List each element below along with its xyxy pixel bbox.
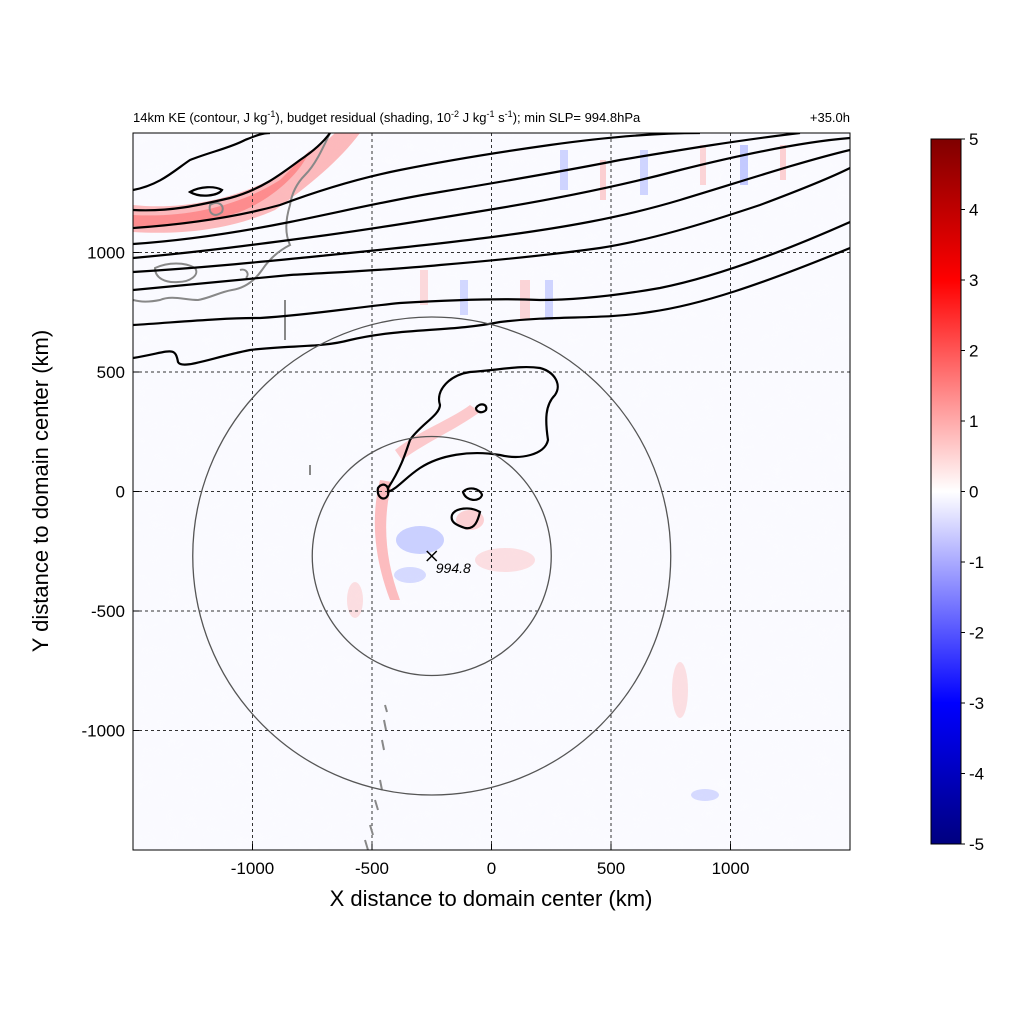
colorbar-tick-label: 4 <box>969 201 978 220</box>
range-circles <box>192 316 672 796</box>
range-circle <box>192 316 672 796</box>
ke-contour-storm <box>386 365 559 494</box>
storm-marker-stroke <box>426 550 438 562</box>
colorbar-tick-label: -3 <box>969 694 984 713</box>
x-ticks: -1000 -500 0 500 1000 <box>231 844 750 878</box>
x-tick-label: 1000 <box>712 859 750 878</box>
range-circle <box>311 435 552 677</box>
colorbar-tick-label: 5 <box>969 130 978 149</box>
min-slp-label: 994.8 <box>436 560 471 576</box>
y-axis-label: Y distance to domain center (km) <box>28 330 53 652</box>
shading-layer <box>133 133 850 850</box>
colorbar-tick-label: 3 <box>969 271 978 290</box>
residual-positive-streak <box>133 133 360 233</box>
y-tick-label: 0 <box>116 483 125 502</box>
x-tick-label: 0 <box>487 859 496 878</box>
y-tick-label: -500 <box>91 602 125 621</box>
x-tick-label: -500 <box>355 859 389 878</box>
colorbar-tick-label: -4 <box>969 765 984 784</box>
colorbar-tick-label: -2 <box>969 624 984 643</box>
y-ticks: 1000 500 0 -500 -1000 <box>82 244 139 741</box>
y-tick-label: -1000 <box>82 722 125 741</box>
colorbar <box>930 138 962 845</box>
colorbar-ticks: 5 4 3 2 1 0 -1 -2 -3 -4 -5 <box>961 130 984 854</box>
colorbar-tick-label: 1 <box>969 412 978 431</box>
coastline <box>133 133 388 850</box>
y-tick-label: 500 <box>97 363 125 382</box>
colorbar-tick-label: 2 <box>969 342 978 361</box>
x-axis-label: X distance to domain center (km) <box>330 886 653 911</box>
forecast-time-label: +35.0h <box>810 110 850 125</box>
chart-title: 14km KE (contour, J kg-1), budget residu… <box>133 109 641 125</box>
colorbar-tick-label: -5 <box>969 835 984 854</box>
x-tick-label: 500 <box>597 859 625 878</box>
y-tick-label: 1000 <box>87 244 125 263</box>
storm-center-marker <box>426 550 438 562</box>
ke-contours <box>133 133 850 530</box>
colorbar-tick-label: -1 <box>969 553 984 572</box>
residual-spiral-band <box>374 480 400 600</box>
x-tick-label: -1000 <box>231 859 274 878</box>
colorbar-tick-label: 0 <box>969 483 978 502</box>
